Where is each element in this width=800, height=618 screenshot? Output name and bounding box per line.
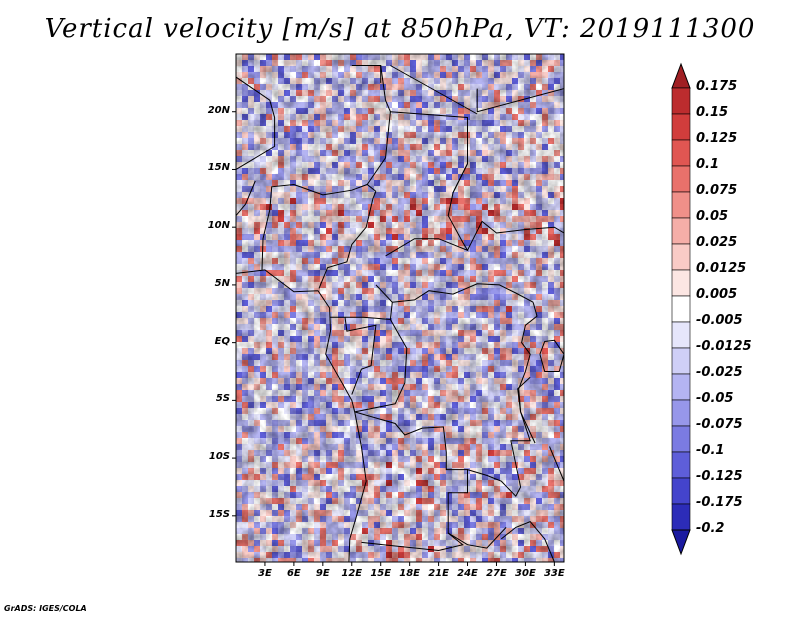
map-title: Vertical velocity [m/s] at 850hPa, VT: 2… bbox=[44, 14, 756, 44]
lon-tick-label: 15E bbox=[370, 568, 392, 579]
colorbar-level-label: 0.025 bbox=[696, 235, 738, 250]
lat-tick-label: 5S bbox=[215, 393, 230, 405]
colorbar-swatch bbox=[671, 503, 691, 531]
lon-tick-label: 21E bbox=[428, 568, 449, 579]
colorbar-swatch bbox=[671, 399, 691, 427]
colorbar bbox=[671, 62, 691, 556]
colorbar-swatch bbox=[671, 425, 691, 453]
colorbar-swatch bbox=[671, 321, 691, 349]
lat-tick-label: 15N bbox=[207, 162, 230, 174]
colorbar-level-label: 0.1 bbox=[696, 157, 720, 172]
lat-tick-label: EQ bbox=[214, 335, 230, 347]
colorbar-swatch bbox=[671, 347, 691, 375]
colorbar-level-label: -0.025 bbox=[696, 365, 743, 380]
colorbar-level-label: 0.005 bbox=[696, 287, 738, 302]
colorbar-level-label: -0.2 bbox=[696, 521, 725, 536]
colorbar-level-label: -0.075 bbox=[696, 417, 743, 432]
lat-tick-label: 5N bbox=[214, 277, 230, 289]
country-borders bbox=[236, 65, 564, 562]
lon-tick-label: 3E bbox=[258, 568, 272, 579]
plot-area bbox=[236, 54, 564, 562]
colorbar-level-label: -0.125 bbox=[696, 469, 743, 484]
lat-tick-label: 20N bbox=[207, 104, 230, 116]
colorbar-swatch bbox=[671, 139, 691, 167]
lon-tick-label: 27E bbox=[486, 568, 507, 579]
colorbar-level-label: -0.175 bbox=[696, 495, 743, 510]
colorbar-level-label: 0.125 bbox=[696, 131, 738, 146]
colorbar-level-label: -0.1 bbox=[696, 443, 725, 458]
colorbar-swatch bbox=[671, 451, 691, 479]
colorbar-swatch bbox=[671, 243, 691, 271]
lon-tick-label: 18E bbox=[399, 568, 421, 579]
colorbar-level-label: 0.15 bbox=[696, 105, 729, 120]
lon-tick-label: 6E bbox=[286, 568, 301, 579]
colorbar-swatch bbox=[671, 373, 691, 401]
colorbar-swatch bbox=[671, 191, 691, 219]
colorbar-level-label: -0.05 bbox=[696, 391, 734, 406]
colorbar-top-extend bbox=[671, 62, 691, 89]
colorbar-level-label: 0.175 bbox=[696, 79, 738, 94]
footer-credit: GrADS: IGES/COLA bbox=[4, 604, 87, 613]
colorbar-swatch bbox=[671, 87, 691, 115]
lat-tick-label: 15S bbox=[208, 508, 230, 520]
colorbar-bottom-extend bbox=[671, 529, 691, 556]
lat-tick-label: 10N bbox=[207, 220, 230, 232]
colorbar-level-label: 0.0125 bbox=[696, 261, 747, 276]
colorbar-swatch bbox=[671, 165, 691, 193]
axis-ticks bbox=[232, 111, 555, 566]
colorbar-level-label: 0.075 bbox=[696, 183, 738, 198]
plot-frame bbox=[235, 53, 565, 563]
colorbar-level-label: -0.0125 bbox=[696, 339, 752, 354]
colorbar-swatch bbox=[671, 477, 691, 505]
lat-tick-label: 10S bbox=[208, 451, 230, 463]
lon-tick-label: 9E bbox=[315, 568, 330, 579]
colorbar-swatch bbox=[671, 113, 691, 141]
lon-tick-label: 24E bbox=[457, 568, 478, 579]
lon-tick-label: 12E bbox=[341, 568, 363, 579]
colorbar-swatch bbox=[671, 217, 691, 245]
colorbar-swatch bbox=[671, 269, 691, 297]
colorbar-level-label: -0.005 bbox=[696, 313, 743, 328]
colorbar-level-label: 0.05 bbox=[696, 209, 729, 224]
lon-tick-label: 30E bbox=[515, 568, 536, 579]
lon-tick-label: 33E bbox=[543, 568, 565, 579]
colorbar-swatch bbox=[671, 295, 691, 323]
